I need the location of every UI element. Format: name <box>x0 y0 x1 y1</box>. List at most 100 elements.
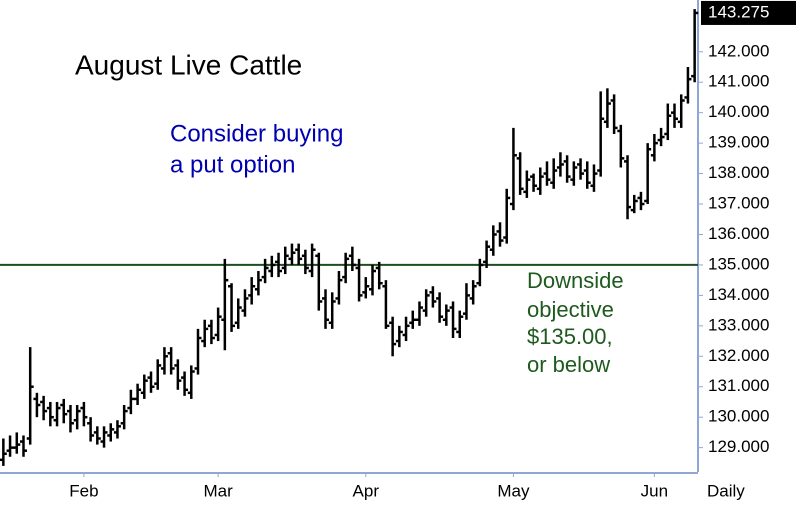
x-tick-label: Mar <box>203 481 233 500</box>
chart-title: August Live Cattle <box>75 49 302 80</box>
ohlc-bar <box>624 155 632 220</box>
y-tick-label: 135.000 <box>708 254 769 273</box>
ohlc-bar <box>295 243 303 265</box>
last-price-label: 143.275 <box>708 2 769 21</box>
ohlc-bar <box>469 280 477 305</box>
ohlc-bar <box>201 319 209 348</box>
ohlc-bar <box>322 289 330 329</box>
ohlc-bar <box>664 103 672 141</box>
ohlc-bar <box>375 261 383 290</box>
x-tick-label: Feb <box>69 481 98 500</box>
annotation: objective <box>527 297 614 322</box>
ohlc-bar <box>308 243 316 278</box>
ohlc-bar <box>288 243 296 265</box>
ohlc-bar <box>60 398 68 424</box>
ohlc-bar <box>597 91 605 177</box>
ohlc-bar <box>395 325 403 348</box>
ohlc-bar <box>181 371 189 396</box>
annotation: or below <box>527 352 610 377</box>
ohlc-bar <box>348 246 356 272</box>
ohlc-bar <box>516 152 524 195</box>
x-tick-label: May <box>497 481 530 500</box>
y-tick-label: 132.000 <box>708 346 769 365</box>
ohlc-bar <box>543 161 551 186</box>
ohlc-bar <box>268 255 276 278</box>
ohlc-bar <box>563 155 571 183</box>
ohlc-bar <box>496 222 504 247</box>
y-tick-label: 138.000 <box>708 163 769 182</box>
ohlc-bar <box>73 405 81 430</box>
ohlc-bar <box>449 301 457 339</box>
ohlc-bar <box>684 66 692 104</box>
ohlc-bar <box>577 158 585 180</box>
ohlc-bar <box>409 310 417 329</box>
ohlc-bar <box>368 264 376 296</box>
ohlc-bar <box>355 258 363 302</box>
ohlc-bar <box>476 258 484 287</box>
ohlc-bar <box>415 301 423 326</box>
annotation: a put option <box>170 151 295 178</box>
ohlc-bar <box>536 167 544 195</box>
ohlc-bar <box>637 191 645 211</box>
ohlc-bar <box>523 170 531 198</box>
ohlc-bar <box>583 161 591 189</box>
ohlc-bar <box>530 173 538 192</box>
period-label: Daily <box>707 481 745 500</box>
ohlc-bar <box>40 395 48 421</box>
ohlc-bar <box>134 383 142 406</box>
ohlc-bar <box>80 401 88 427</box>
y-tick-label: 136.000 <box>708 224 769 243</box>
ohlc-bar <box>275 252 283 278</box>
annotation: Consider buying <box>170 120 343 147</box>
y-tick-label: 137.000 <box>708 194 769 213</box>
ohlc-bar <box>93 426 101 445</box>
ohlc-bar <box>174 359 182 390</box>
ohlc-bar <box>167 347 175 375</box>
y-tick-label: 139.000 <box>708 133 769 152</box>
ohlc-bar <box>630 194 638 214</box>
ohlc-bar <box>389 316 397 357</box>
ohlc-bar <box>140 374 148 399</box>
ohlc-bar <box>509 127 517 211</box>
ohlc-bar <box>550 158 558 189</box>
ohlc-bar <box>362 277 370 299</box>
ohlc-bar <box>556 152 564 177</box>
ohlc-bar <box>261 258 269 284</box>
ohlc-bar <box>248 277 256 305</box>
ohlc-bar <box>429 286 437 308</box>
annotation: Downside <box>527 268 624 293</box>
ohlc-bar <box>590 164 598 192</box>
ohlc-bar <box>335 271 343 305</box>
ohlc-bar <box>328 292 336 329</box>
x-tick-label: Apr <box>353 481 380 500</box>
y-tick-label: 134.000 <box>708 285 769 304</box>
ohlc-bar <box>46 401 54 427</box>
ohlc-bar <box>402 316 410 342</box>
ohlc-bar <box>26 347 34 445</box>
ohlc-bar <box>154 359 162 390</box>
ohlc-bar <box>603 88 611 128</box>
ohlc-bar <box>127 389 135 415</box>
ohlc-bar <box>100 426 108 448</box>
ohlc-bar <box>462 283 470 320</box>
ohlc-bar <box>456 310 464 339</box>
ohlc-bar <box>436 292 444 323</box>
y-tick-label: 129.000 <box>708 437 769 456</box>
ohlc-bar <box>19 435 27 457</box>
ohlc-bar <box>53 401 61 427</box>
ohlc-bar <box>442 304 450 326</box>
ohlc-bar <box>13 432 21 454</box>
ohlc-bar <box>483 240 491 268</box>
ohlc-bar <box>194 328 202 375</box>
ohlc-bar <box>610 94 618 134</box>
ohlc-bar <box>657 127 665 147</box>
ohlc-bar <box>301 249 309 275</box>
ohlc-bar <box>281 246 289 275</box>
ohlc-bar <box>120 405 128 430</box>
ohlc-bar <box>644 143 652 205</box>
y-tick-label: 130.000 <box>708 407 769 426</box>
ohlc-bar <box>221 258 229 351</box>
ohlc-bar <box>241 289 249 317</box>
last-price-box <box>701 0 796 25</box>
